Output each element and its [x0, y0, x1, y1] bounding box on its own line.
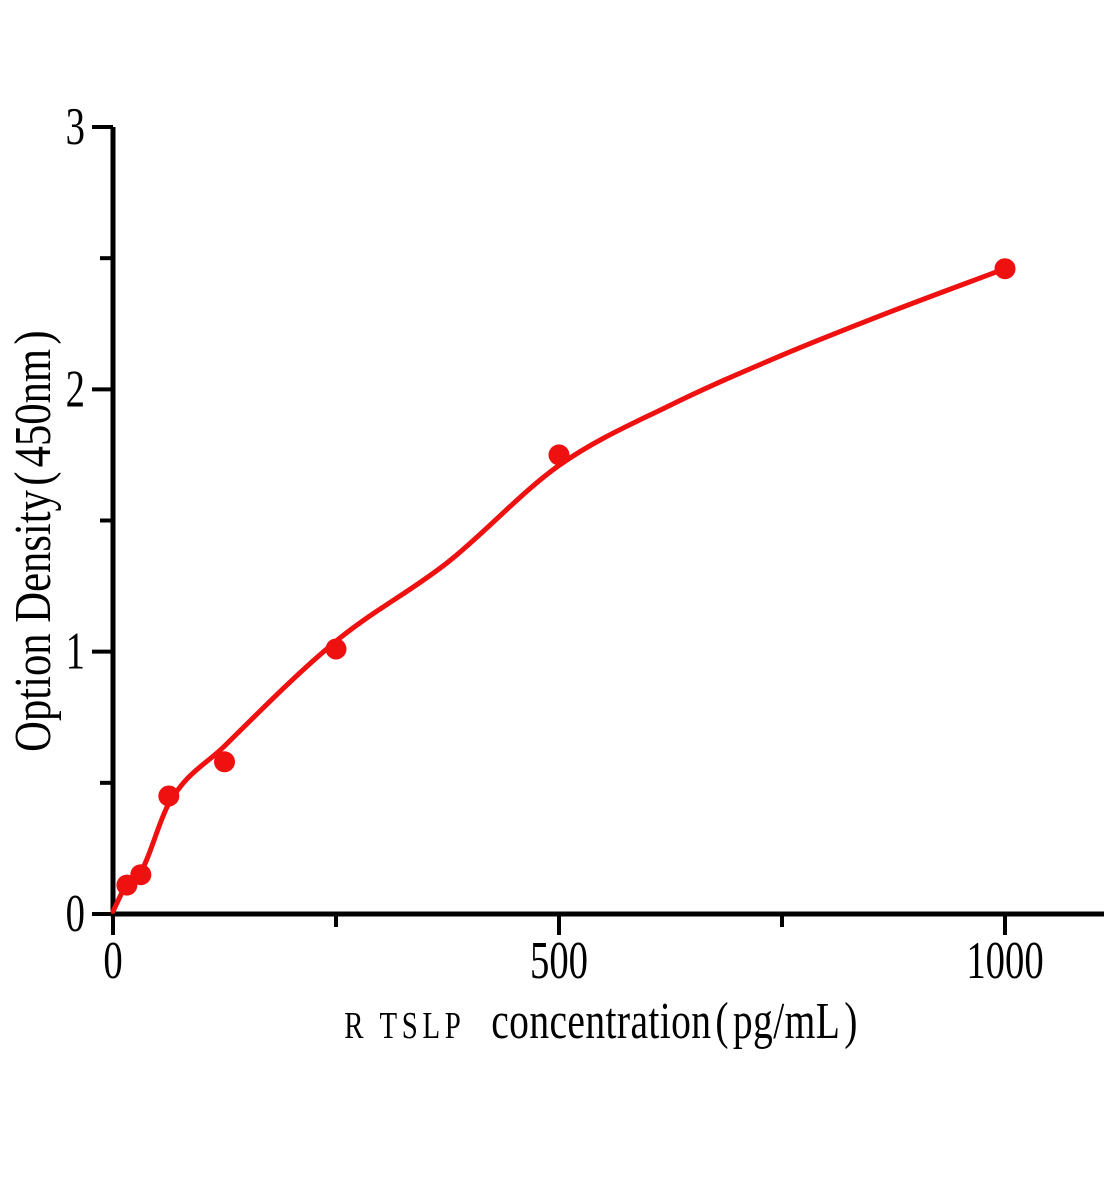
x-tick-label: 500	[530, 932, 588, 990]
data-point-marker	[214, 751, 235, 773]
fit-curve-line	[110, 266, 1008, 914]
y-axis-title: Option Density(450nm)	[5, 330, 62, 752]
data-point-marker	[548, 444, 570, 466]
fullwidth-open-paren: (	[715, 993, 729, 1050]
fullwidth-close-paren: )	[844, 993, 858, 1050]
y-tick-label: 2	[66, 361, 85, 419]
fullwidth-open-paren: (	[5, 471, 62, 486]
fullwidth-close-paren: )	[5, 330, 62, 345]
x-tick-label: 1000	[966, 932, 1043, 990]
x-tick-label: 0	[103, 932, 122, 990]
data-point-marker	[325, 638, 347, 660]
y-tick-label: 1	[66, 623, 85, 681]
data-point-marker	[130, 864, 152, 886]
y-tick-label: 0	[66, 885, 85, 943]
y-tick-label: 3	[66, 98, 85, 156]
x-axis-title-prefix: R TSLP	[344, 1005, 466, 1047]
data-point-marker	[158, 785, 180, 807]
x-axis-title: R TSLP concentration(pg/mL)	[344, 996, 861, 1048]
data-point-marker	[994, 258, 1016, 280]
x-axis-title-main: concentration(pg/mL)	[491, 993, 858, 1050]
